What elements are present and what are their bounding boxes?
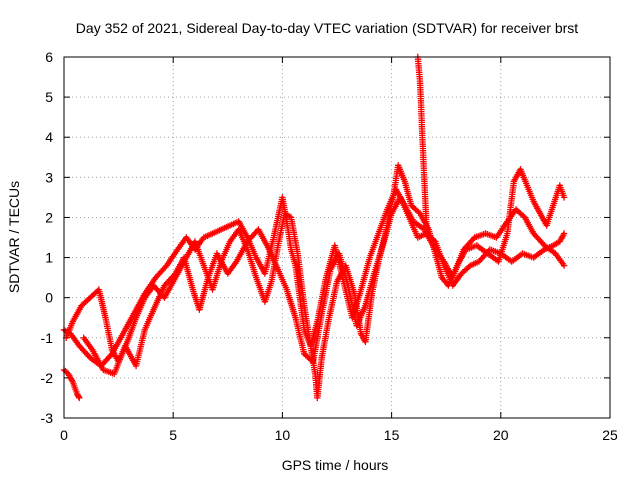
series-track-5 xyxy=(414,53,430,229)
y-axis-label: SDTVAR / TECUs xyxy=(6,181,22,293)
x-tick-label: 5 xyxy=(169,427,177,443)
y-tick-label: 6 xyxy=(45,49,53,65)
x-tick-label: 10 xyxy=(275,427,291,443)
x-tick-labels: 0 5 10 15 20 25 xyxy=(60,427,618,443)
x-tick-label: 0 xyxy=(60,427,68,443)
y-tick-label: -2 xyxy=(41,370,54,386)
y-tick-label: 3 xyxy=(45,169,53,185)
data-point-marks xyxy=(60,186,568,370)
chart-title: Day 352 of 2021, Sidereal Day-to-day VTE… xyxy=(76,20,578,36)
y-tick-label: 1 xyxy=(45,250,53,266)
x-axis-label: GPS time / hours xyxy=(282,457,389,473)
plot-frame xyxy=(63,56,611,419)
x-tick-label: 25 xyxy=(602,427,618,443)
y-tick-labels: -3 -2 -1 0 1 2 3 4 5 6 xyxy=(41,49,54,426)
series-track-1 xyxy=(60,186,568,370)
y-tick-label: 4 xyxy=(45,129,53,145)
x-tick-label: 20 xyxy=(493,427,509,443)
data-marks xyxy=(60,53,568,402)
x-tick-label: 15 xyxy=(384,427,400,443)
grid xyxy=(64,57,610,418)
y-tick-label: -3 xyxy=(41,410,54,426)
y-tick-label: 0 xyxy=(45,290,53,306)
y-tick-label: -1 xyxy=(41,330,54,346)
y-tick-label: 2 xyxy=(45,209,53,225)
data-point-marks xyxy=(414,53,430,229)
series-track-4 xyxy=(80,194,568,378)
data-point-marks xyxy=(80,194,568,378)
y-tick-label: 5 xyxy=(45,89,53,105)
axis-ticks xyxy=(63,56,611,419)
